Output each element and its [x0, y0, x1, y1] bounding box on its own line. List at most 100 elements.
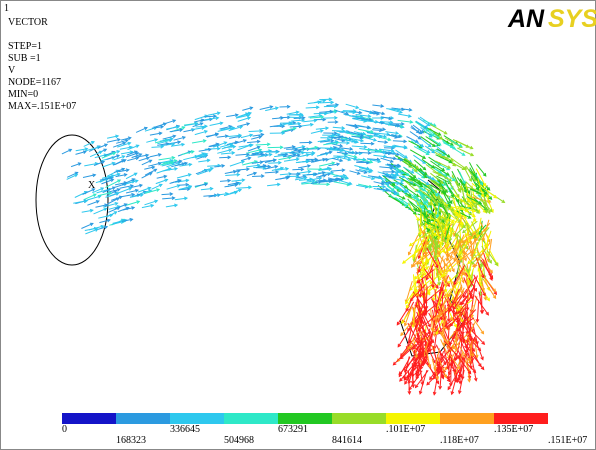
vector-arrow: [430, 148, 445, 156]
arrow-head: [362, 131, 367, 136]
vector-arrow: [413, 274, 416, 296]
arrow-head: [462, 321, 466, 326]
arrow-head: [454, 357, 458, 362]
arrow-head: [215, 116, 220, 120]
vector-arrow: [339, 147, 353, 150]
legend-swatch: [494, 413, 548, 424]
arrow-head: [434, 257, 438, 262]
arrow-head: [253, 171, 258, 176]
vector-arrow: [318, 162, 335, 167]
vector-arrow: [85, 146, 100, 152]
arrow-head: [74, 173, 79, 178]
vector-arrow: [331, 169, 345, 172]
arrow-head: [441, 152, 446, 156]
arrow-head: [390, 148, 395, 153]
vector-arrow: [101, 174, 115, 179]
arrow-head: [431, 143, 436, 147]
vector-arrow: [144, 168, 157, 176]
vector-arrow: [149, 153, 162, 158]
arrow-head: [387, 137, 392, 142]
vector-arrow: [363, 136, 377, 141]
arrow-head: [453, 378, 458, 383]
arrow-head: [475, 186, 479, 191]
arrow-head: [266, 142, 271, 147]
vector-arrow: [175, 179, 189, 183]
vector-arrow: [404, 160, 418, 172]
arrow-head: [448, 159, 453, 164]
vector-arrow: [417, 276, 431, 295]
vector-arrow: [259, 106, 273, 110]
arrow-head: [444, 216, 448, 221]
arrow-head: [369, 110, 374, 115]
vector-arrow: [122, 218, 133, 222]
vector-arrow: [436, 148, 451, 158]
arrow-head: [485, 311, 490, 316]
vector-arrow: [455, 275, 463, 294]
vector-arrow: [315, 127, 329, 130]
vector-arrow: [326, 104, 339, 106]
arrow-head: [345, 129, 350, 134]
arrow-head: [416, 217, 420, 222]
vector-arrow: [75, 151, 87, 155]
vector-arrow: [454, 353, 463, 375]
vector-arrow: [148, 162, 161, 167]
arrow-head: [388, 175, 393, 179]
vector-arrow: [380, 157, 394, 163]
vector-arrow: [75, 148, 88, 152]
arrow-head: [103, 148, 108, 152]
arrow-head: [296, 172, 301, 176]
vector-arrow: [197, 169, 212, 176]
arrow-head: [292, 153, 297, 157]
arrow-head: [302, 147, 307, 151]
vector-arrow: [379, 122, 392, 125]
vector-arrow: [474, 173, 483, 185]
vector-arrow: [349, 115, 363, 119]
arrow-head: [422, 187, 427, 192]
arrow-head: [408, 386, 412, 391]
vector-arrow: [417, 117, 430, 126]
vector-arrow: [459, 287, 475, 305]
vector-arrow: [112, 221, 124, 225]
vector-arrow: [367, 134, 382, 138]
vector-arrow: [393, 346, 412, 366]
vector-arrow: [348, 137, 364, 142]
vector-arrow: [320, 140, 334, 143]
arrow-head: [439, 180, 444, 184]
arrow-head: [172, 119, 177, 123]
vector-arrow: [459, 355, 476, 373]
vector-arrow: [448, 310, 457, 328]
arrow-head: [305, 159, 310, 164]
arrow-head: [438, 385, 443, 390]
arrow-head: [403, 322, 408, 327]
vector-arrow: [465, 197, 481, 213]
arrow-head: [393, 191, 398, 196]
arrow-head: [373, 138, 378, 142]
arrow-head: [238, 188, 243, 193]
vector-arrow: [310, 181, 322, 185]
vector-arrow: [471, 356, 477, 381]
arrow-head: [418, 231, 423, 236]
arrow-head: [355, 151, 359, 155]
arrow-head: [383, 134, 388, 139]
arrow-head: [400, 122, 405, 126]
vector-arrow: [414, 276, 418, 296]
vector-arrow: [353, 131, 366, 135]
vector-arrow: [421, 243, 429, 262]
arrow-head: [210, 166, 215, 171]
info-line: STEP=1: [8, 41, 42, 52]
vector-arrow: [444, 350, 457, 371]
arrow-head: [299, 112, 304, 117]
arrow-head: [448, 178, 453, 182]
vector-arrow: [435, 317, 455, 335]
arrow-head: [430, 339, 435, 344]
vector-arrow: [388, 108, 403, 114]
vector-arrow: [227, 134, 242, 138]
vector-arrow: [73, 200, 88, 204]
vector-arrow: [453, 240, 461, 261]
arrow-head: [407, 346, 411, 351]
vector-arrow: [419, 369, 428, 395]
vector-arrow: [209, 122, 223, 126]
vector-arrow: [413, 305, 416, 326]
vector-arrow: [358, 167, 373, 172]
arrow-head: [116, 138, 121, 142]
